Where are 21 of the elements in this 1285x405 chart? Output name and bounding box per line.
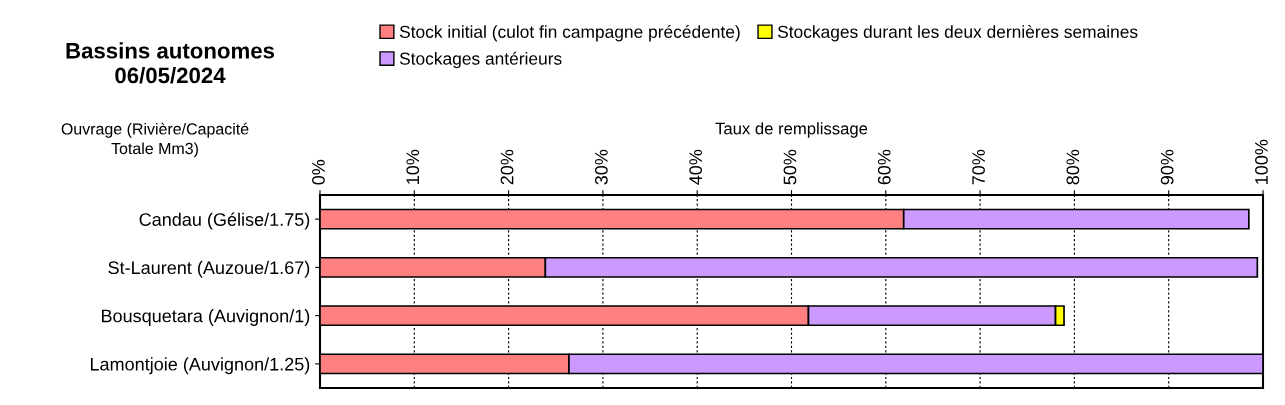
- y-tick-label: St-Laurent (Auzoue/1.67): [108, 260, 310, 278]
- x-tick-label: 50%: [783, 149, 797, 185]
- x-tick-label: 0%: [312, 159, 325, 185]
- x-tick-label: 10%: [406, 149, 420, 184]
- x-tick-label: 20%: [500, 149, 514, 185]
- y-tick-label: Candau (Gélise/1.75): [139, 212, 310, 230]
- y-axis-title: Ouvrage (Rivière/Capacité Totale Mm3): [61, 122, 249, 158]
- x-tick-label: 90%: [1160, 149, 1174, 185]
- x-tick-label: 100%: [1255, 139, 1268, 184]
- x-axis-title: Taux de remplissage: [715, 122, 868, 138]
- x-tick-label: 40%: [689, 149, 703, 185]
- legend-label: Stock initial (culot fin campagne précédente): [399, 25, 740, 42]
- y-tick-label: Lamontjoie (Auvignon/1.25): [90, 357, 310, 375]
- chart-title: Bassins autonomes 06/05/2024: [66, 42, 275, 84]
- x-tick-label: 30%: [594, 149, 608, 185]
- x-tick-label: 70%: [972, 149, 985, 185]
- y-tick-label: Bousquetara (Auvignon/1): [101, 309, 310, 326]
- legend-label: Stockages durant les deux dernières semaines: [777, 25, 1138, 42]
- x-tick-label: 60%: [877, 149, 891, 185]
- x-tick-label: 80%: [1066, 149, 1080, 185]
- legend-label: Stockages antérieurs: [399, 51, 562, 69]
